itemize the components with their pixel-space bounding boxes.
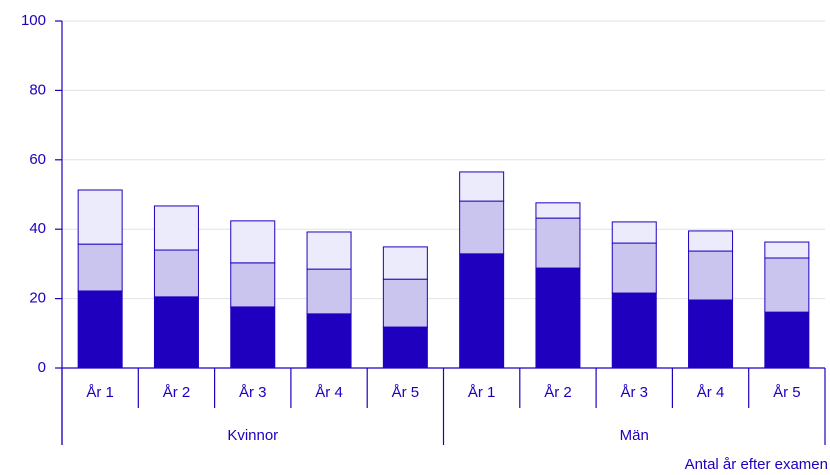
y-tick-label: 20 <box>29 290 46 307</box>
bar-segment <box>535 267 581 369</box>
x-axis-title: Antal år efter examen <box>685 456 828 473</box>
y-tick-label: 80 <box>29 81 46 98</box>
x-tick-label: År 1 <box>86 384 114 401</box>
x-tick-label: År 3 <box>620 384 648 401</box>
bar-segment <box>459 200 505 255</box>
x-tick-label: År 5 <box>773 384 801 401</box>
x-tick-label: År 1 <box>468 384 496 401</box>
bar-segment <box>764 257 810 313</box>
bar-segment <box>535 202 581 219</box>
bar-segment <box>459 171 505 202</box>
bar-segment <box>535 217 581 269</box>
bar-segment <box>764 241 810 259</box>
bar-segment <box>230 220 276 264</box>
bar-segment <box>611 242 657 294</box>
bar-segment <box>688 299 734 369</box>
x-tick-label: År 4 <box>315 384 343 401</box>
bar-segment <box>153 249 199 298</box>
x-tick-label: År 2 <box>544 384 572 401</box>
group-label: Kvinnor <box>227 427 278 444</box>
x-tick-label: År 5 <box>392 384 420 401</box>
y-tick-label: 60 <box>29 151 46 168</box>
bar-segment <box>77 189 123 245</box>
bar-segment <box>611 292 657 369</box>
y-tick-label: 0 <box>38 359 46 376</box>
bar-segment <box>611 221 657 244</box>
x-tick-label: År 4 <box>697 384 725 401</box>
bar-segment <box>306 313 352 369</box>
y-tick-label: 100 <box>21 12 46 29</box>
bar-segment <box>688 230 734 252</box>
bar-segment <box>382 278 428 328</box>
bar-segment <box>77 243 123 292</box>
bar-segment <box>688 250 734 301</box>
bar-segment <box>459 253 505 369</box>
bar-segment <box>153 296 199 369</box>
bar-segment <box>306 268 352 315</box>
bar-segment <box>382 326 428 369</box>
bar-segment <box>764 311 810 369</box>
bar-segment <box>306 231 352 270</box>
y-tick-label: 40 <box>29 220 46 237</box>
bar-segment <box>77 290 123 369</box>
bar-segment <box>153 205 199 251</box>
x-tick-label: År 3 <box>239 384 267 401</box>
x-tick-label: År 2 <box>163 384 191 401</box>
bar-segment <box>382 246 428 280</box>
bar-segment <box>230 262 276 308</box>
group-label: Män <box>620 427 649 444</box>
bar-segment <box>230 306 276 369</box>
